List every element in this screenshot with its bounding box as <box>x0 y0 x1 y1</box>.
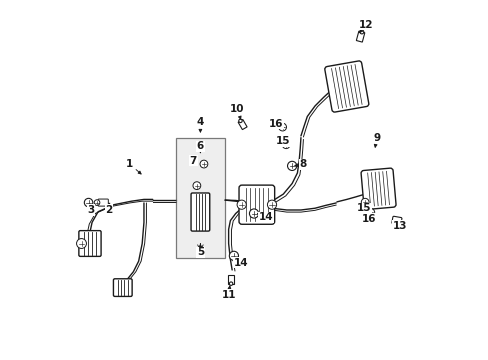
Text: 16: 16 <box>361 214 375 224</box>
FancyBboxPatch shape <box>98 199 108 206</box>
Bar <box>356 31 364 42</box>
FancyBboxPatch shape <box>79 231 101 256</box>
Circle shape <box>94 200 100 206</box>
Text: 14: 14 <box>233 257 248 268</box>
Text: 10: 10 <box>230 104 244 119</box>
Circle shape <box>77 239 86 248</box>
FancyBboxPatch shape <box>324 61 368 112</box>
Text: 3: 3 <box>87 205 95 215</box>
Text: 14: 14 <box>257 212 272 222</box>
Circle shape <box>287 161 296 171</box>
Circle shape <box>278 123 286 131</box>
FancyBboxPatch shape <box>391 216 401 225</box>
FancyBboxPatch shape <box>360 168 395 210</box>
Circle shape <box>84 198 93 207</box>
Circle shape <box>193 182 201 189</box>
FancyBboxPatch shape <box>191 193 209 231</box>
Circle shape <box>366 208 374 216</box>
FancyBboxPatch shape <box>239 185 274 224</box>
Bar <box>238 120 246 130</box>
Circle shape <box>361 198 368 206</box>
Text: 15: 15 <box>356 203 371 213</box>
Circle shape <box>238 119 242 122</box>
Text: 1: 1 <box>126 159 141 174</box>
Text: 13: 13 <box>392 221 406 231</box>
Text: 12: 12 <box>358 20 373 33</box>
Text: 5: 5 <box>196 244 203 257</box>
FancyBboxPatch shape <box>113 279 132 296</box>
Text: 9: 9 <box>372 133 380 147</box>
Text: 2: 2 <box>105 205 112 215</box>
Bar <box>175 138 224 258</box>
Circle shape <box>237 200 246 209</box>
Text: 15: 15 <box>276 136 290 146</box>
Text: 11: 11 <box>221 286 235 300</box>
Circle shape <box>249 209 258 218</box>
Circle shape <box>229 251 238 260</box>
Circle shape <box>359 30 363 34</box>
Bar <box>228 275 233 284</box>
Circle shape <box>200 160 207 168</box>
Text: 6: 6 <box>196 141 203 153</box>
Circle shape <box>229 282 232 285</box>
Text: 16: 16 <box>268 118 284 129</box>
Text: 4: 4 <box>196 117 203 132</box>
Text: 8: 8 <box>294 159 305 169</box>
Text: 7: 7 <box>189 156 197 166</box>
Circle shape <box>267 200 276 209</box>
Circle shape <box>282 141 289 149</box>
